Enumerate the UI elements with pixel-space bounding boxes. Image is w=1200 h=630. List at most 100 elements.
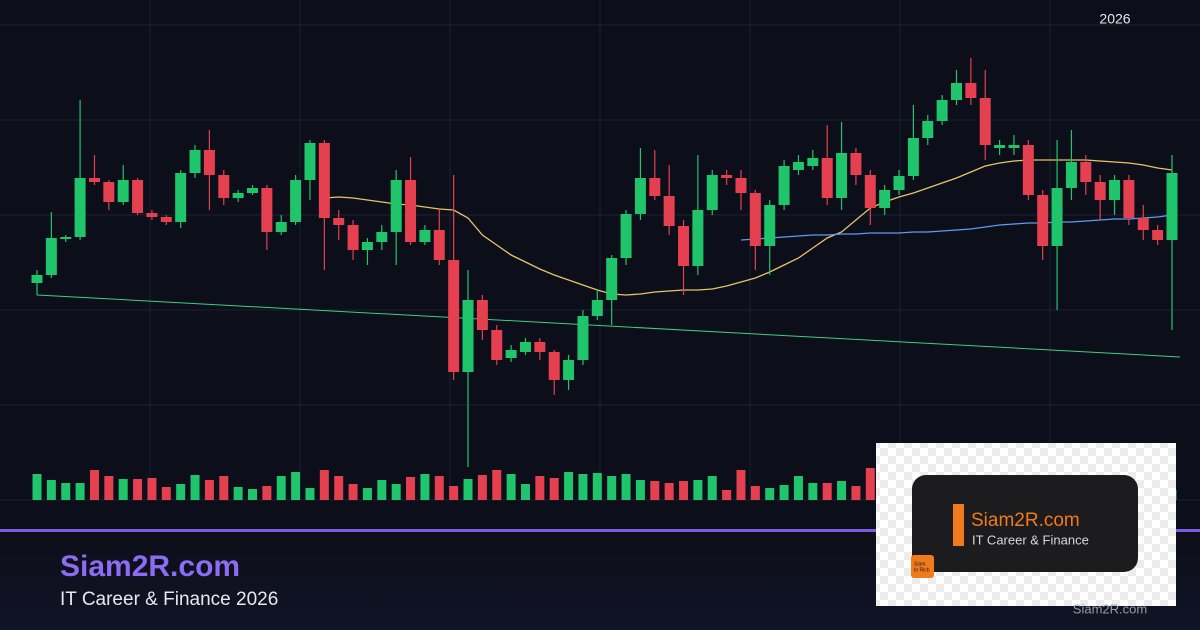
volume-bar — [348, 484, 358, 500]
volume-bar — [664, 483, 674, 500]
candle-body — [836, 153, 848, 198]
volume-bar — [592, 473, 602, 500]
candle-body — [1008, 145, 1020, 148]
volume-bar — [89, 470, 99, 500]
candle-body — [1037, 195, 1049, 246]
candle-body — [879, 190, 891, 208]
candle-body — [950, 83, 962, 100]
candle-body — [448, 260, 460, 372]
volume-bar — [104, 476, 114, 500]
candle-body — [31, 275, 43, 283]
candle-body — [218, 175, 230, 198]
watermark: Siam2R.com — [1073, 601, 1147, 616]
volume-bar — [291, 472, 301, 500]
volume-bar — [75, 483, 85, 500]
candle-body — [275, 222, 287, 232]
candle-body — [476, 300, 488, 330]
candle-body — [965, 83, 977, 98]
footer-tagline: IT Career & Finance 2026 — [60, 589, 278, 610]
candle-body — [591, 300, 603, 316]
candle-body — [864, 175, 876, 208]
candle-body — [203, 150, 215, 175]
candle-body — [807, 158, 819, 166]
candle-body — [117, 180, 129, 202]
candle-body — [577, 316, 589, 360]
candle-body — [491, 330, 503, 360]
volume-bar — [750, 486, 760, 500]
vertical-grid — [149, 0, 1051, 500]
divider — [0, 529, 1200, 532]
candle-body — [261, 188, 273, 232]
candle-body — [678, 226, 690, 266]
volume-bar — [362, 488, 372, 500]
volume-bar — [32, 474, 42, 500]
volume-bar — [506, 474, 516, 500]
volume-bar — [248, 489, 258, 500]
volume-bar — [377, 480, 387, 500]
candle-body — [1080, 162, 1092, 182]
volume-bar — [420, 474, 430, 500]
candle-body — [706, 175, 718, 210]
candle-body — [361, 242, 373, 250]
candle-body — [333, 218, 345, 225]
volume-bar — [578, 474, 588, 500]
candle-body — [764, 205, 776, 246]
trend-line — [36, 294, 1181, 358]
candle-body — [1166, 173, 1178, 240]
volume-bar — [822, 483, 832, 500]
candle-body — [907, 138, 919, 176]
card-icon-text: Siam — [914, 561, 925, 567]
candle-body — [519, 342, 531, 352]
candle-body — [606, 258, 618, 300]
candle-body — [347, 225, 359, 250]
volume-bar — [693, 480, 703, 500]
volume-bar — [793, 476, 803, 500]
candle-body — [979, 98, 991, 145]
candle-body — [893, 176, 905, 190]
candle-body — [692, 210, 704, 266]
volume-bar — [219, 476, 229, 500]
candle-body — [146, 213, 158, 217]
candle-body — [189, 150, 201, 173]
volume-bar — [204, 480, 214, 500]
candle-body — [821, 158, 833, 198]
candle-body — [922, 121, 934, 138]
candle-body — [1065, 162, 1077, 188]
volume-bar — [276, 476, 286, 500]
candle-body — [290, 180, 302, 222]
candle-body — [1022, 145, 1034, 195]
logo-card: Siam2R.com IT Career & Finance Siam to R… — [876, 443, 1176, 606]
candle-body — [1051, 188, 1063, 246]
volume-bar — [607, 476, 617, 500]
volume-bar — [449, 486, 459, 500]
candle-body — [390, 180, 402, 232]
candle-body — [88, 178, 100, 182]
volume-bar — [549, 478, 559, 500]
candle-body — [74, 178, 86, 237]
volume-bar — [477, 475, 487, 500]
candle-body — [462, 300, 474, 372]
candle-body — [548, 352, 560, 380]
year-label: 2026 — [1099, 11, 1130, 27]
volume-bar — [707, 476, 717, 500]
candle-body — [735, 178, 747, 193]
candle-body — [1094, 182, 1106, 200]
candle-body — [405, 180, 417, 242]
volume-bar — [865, 468, 875, 500]
volume-bar — [492, 470, 502, 500]
candle-body — [649, 178, 661, 196]
volume-bar — [535, 476, 545, 500]
volume-bar — [190, 475, 200, 500]
volume-bar — [262, 486, 272, 500]
candle-body — [132, 180, 144, 213]
volume-bar — [564, 472, 574, 500]
candle-body — [563, 360, 575, 380]
candle-body — [60, 237, 72, 239]
volume-bar — [334, 476, 344, 500]
candle-body — [1123, 180, 1135, 218]
candle-body — [419, 230, 431, 242]
candle-body — [749, 193, 761, 246]
candle-body — [1152, 230, 1164, 240]
candle-body — [304, 143, 316, 180]
volume-bar — [837, 481, 847, 500]
